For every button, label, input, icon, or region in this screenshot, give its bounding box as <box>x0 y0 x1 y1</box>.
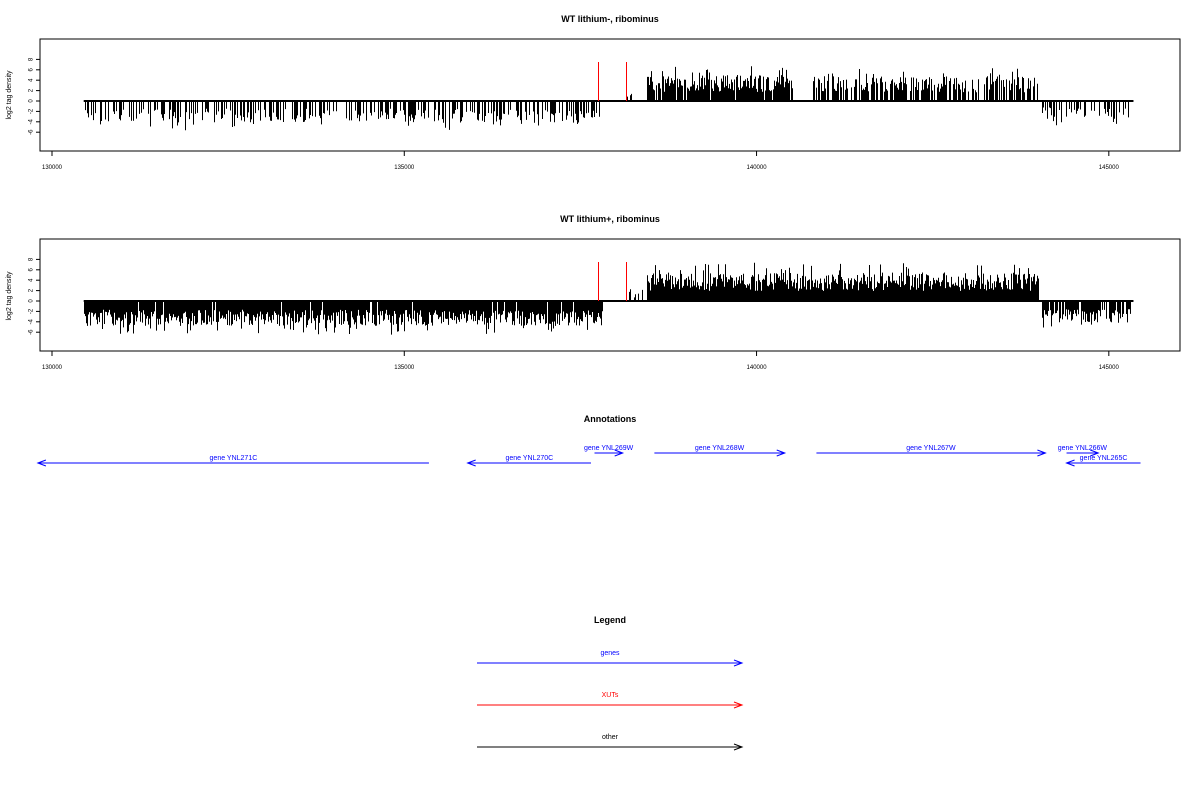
gene-arrowhead <box>1065 459 1075 467</box>
legend-arrowhead <box>733 743 744 751</box>
y-tick-label: -6 <box>29 329 35 335</box>
x-tick-label: 140000 <box>747 365 768 371</box>
gene-label: gene YNL268W <box>695 445 745 452</box>
y-tick-label: 2 <box>29 288 35 292</box>
annotations-title: Annotations <box>584 414 637 424</box>
y-tick-label: 6 <box>29 67 35 71</box>
legend-label: genes <box>600 650 620 657</box>
x-tick-label: 145000 <box>1099 165 1120 171</box>
y-tick-label: 4 <box>29 278 35 282</box>
gene-label: gene YNL271C <box>210 455 258 462</box>
axes: -6 -4 -2 0 2 4 6 8 130000 135000 140000 145000 <box>29 57 1120 171</box>
y-axis-label: log2 tag density <box>6 70 13 120</box>
density-bars <box>83 62 1134 131</box>
gene-layer: gene YNL271C gene YNL270C gene YNL269W gene… <box>36 445 1141 467</box>
x-tick-label: 130000 <box>42 365 63 371</box>
gene-arrowhead <box>36 459 47 467</box>
y-tick-label: 0 <box>29 99 35 103</box>
y-tick-label: -2 <box>29 308 35 314</box>
legend-items: genes XUTs other <box>477 650 744 751</box>
x-tick-label: 140000 <box>747 165 768 171</box>
legend-label: XUTs <box>602 692 619 699</box>
x-tick-label: 135000 <box>394 165 415 171</box>
y-tick-label: 6 <box>29 267 35 271</box>
track-panel-lithium-plus: WT lithium+, ribominus log2 tag density … <box>6 214 1181 371</box>
gene-arrowhead <box>466 459 476 467</box>
legend-arrowhead <box>733 659 744 667</box>
gene-arrowhead <box>614 449 625 457</box>
y-tick-label: 4 <box>29 78 35 82</box>
x-tick-label: 145000 <box>1099 365 1120 371</box>
gene-label: gene YNL269W <box>584 445 634 452</box>
legend-arrowhead <box>733 701 744 709</box>
gene-arrowhead <box>1090 449 1100 457</box>
plot-frame <box>39 238 1181 352</box>
y-tick-label: 2 <box>29 88 35 92</box>
legend-label: other <box>602 734 619 741</box>
gene-label: gene YNL265C <box>1080 455 1128 462</box>
gene-label: gene YNL266W <box>1058 445 1108 452</box>
gene-arrowhead <box>776 449 787 457</box>
gene-label: gene YNL270C <box>505 455 553 462</box>
y-tick-label: -2 <box>29 108 35 114</box>
track-title: WT lithium+, ribominus <box>560 214 660 224</box>
x-tick-label: 135000 <box>394 365 415 371</box>
axes: -6 -4 -2 0 2 4 6 8 130000 135000 140000 145000 <box>29 257 1120 371</box>
density-bars <box>83 262 1134 335</box>
annotations-panel: Annotations gene YNL271C gene YNL270Cgene… <box>36 414 1141 467</box>
plot-frame <box>39 38 1181 152</box>
y-tick-label: 8 <box>29 57 35 61</box>
track-title: WT lithium-, ribominus <box>561 14 659 24</box>
gene-arrowhead <box>1037 449 1047 457</box>
y-tick-label: -4 <box>29 118 35 124</box>
y-tick-label: -6 <box>29 129 35 135</box>
gene-label: gene YNL267W <box>906 445 956 452</box>
track-panel-lithium-minus: WT lithium-, ribominus log2 tag density … <box>6 14 1181 171</box>
y-tick-label: -4 <box>29 318 35 324</box>
y-tick-label: 0 <box>29 299 35 303</box>
x-tick-label: 130000 <box>42 165 63 171</box>
legend-title: Legend <box>594 615 626 625</box>
y-axis-label: log2 tag density <box>6 271 13 321</box>
legend-panel: Legend genes XUTs other <box>477 615 744 751</box>
y-tick-label: 8 <box>29 257 35 261</box>
